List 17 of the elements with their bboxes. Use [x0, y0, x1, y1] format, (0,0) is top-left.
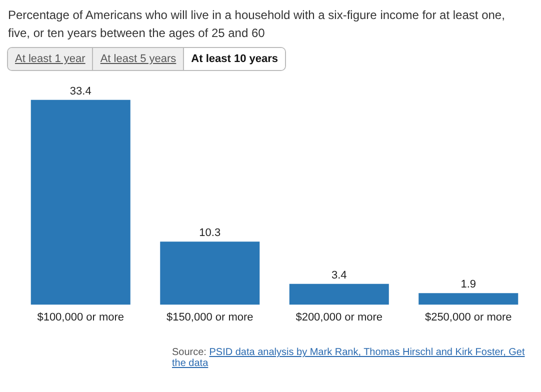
source-note: Source: PSID data analysis by Mark Rank, Thomas Hirschl and Kirk Foster, Get the data: [172, 347, 526, 369]
x-tick-label: $100,000 or more: [37, 311, 124, 324]
data-label: 10.3: [199, 227, 221, 240]
x-tick-label: $150,000 or more: [166, 311, 254, 324]
x-tick-label: $250,000 or more: [424, 311, 512, 324]
data-label: 3.4: [331, 269, 347, 282]
text: At least 5 years: [93, 48, 184, 70]
data-label: 33.4: [70, 85, 92, 98]
chart-title: Percentage of Americans who will live in a household with a six-figure income for at least one, five, or ten years between the ages of 25 and 60: [8, 7, 506, 42]
bar: [289, 284, 389, 305]
text: At least 10 years: [184, 48, 285, 70]
bar: [160, 242, 260, 305]
text: At least 1 year: [8, 48, 94, 70]
bar: [30, 100, 130, 305]
data-label: 1.9: [460, 278, 476, 291]
x-tick-label: $200,000 or more: [296, 311, 383, 324]
bar: [418, 293, 518, 305]
